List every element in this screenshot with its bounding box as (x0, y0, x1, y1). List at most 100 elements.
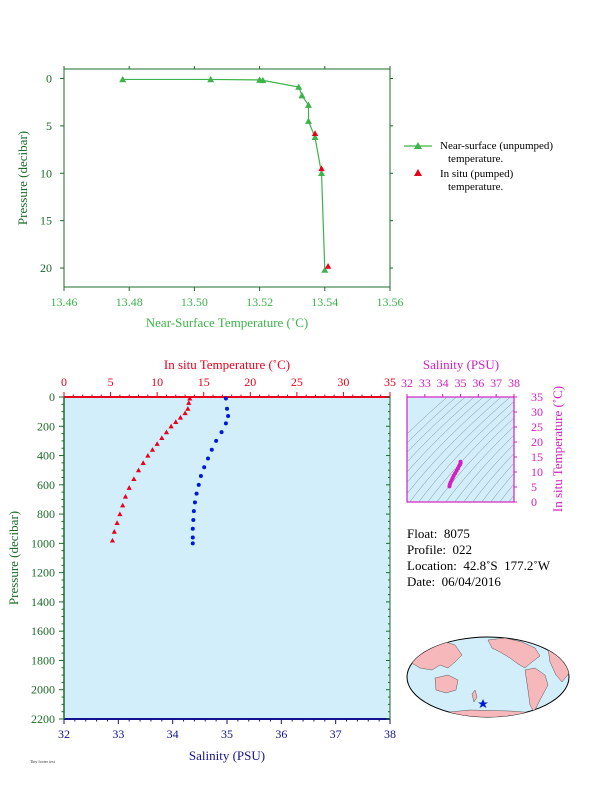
profile-date: Date: 06/04/2016 (407, 574, 501, 589)
map-land-north-america (487, 637, 541, 669)
profile-salinity-axis-label: Salinity (PSU) (189, 748, 265, 763)
pressure-tick-label: 0 (49, 390, 55, 404)
pumped-temperature-point (318, 165, 325, 172)
density-contour (427, 409, 514, 502)
salinity-tick-label: 32 (58, 727, 70, 741)
top-y-tick-label: 10 (40, 166, 52, 180)
top-x-tick-label: 13.52 (246, 295, 273, 309)
pressure-tick-label: 200 (37, 419, 55, 433)
temp-tick-label: 15 (198, 375, 210, 389)
location-map (406, 636, 570, 718)
ts-salinity-tick-label: 34 (437, 376, 449, 390)
salinity-point (205, 456, 210, 461)
pressure-tick-label: 2200 (31, 712, 55, 726)
salinity-point (192, 500, 197, 505)
ts-temperature-tick-label: 0 (531, 495, 537, 509)
salinity-point (190, 535, 195, 540)
salinity-point (196, 482, 201, 487)
salinity-tick-label: 37 (330, 727, 342, 741)
temperature-point (120, 502, 126, 508)
ts-salinity-tick-label: 32 (401, 376, 413, 390)
salinity-point (202, 465, 207, 470)
profile-chart: 0 5 10 15 20 25 30 35 32 33 34 35 36 37 38 0 200 400 600… (6, 357, 396, 763)
legend-pumped-marker (414, 169, 422, 176)
density-contour (407, 397, 448, 435)
density-contour (407, 397, 475, 463)
temperature-point (182, 410, 188, 416)
temperature-point (126, 485, 132, 490)
ts-temperature-axis-label: In situ Temperature (˚C) (550, 386, 565, 512)
density-contour (472, 453, 514, 502)
profile-series-layer (109, 395, 231, 546)
unpumped-temperature-point (207, 75, 215, 83)
salinity-point (219, 430, 224, 435)
top-x-tick-label: 13.48 (116, 295, 143, 309)
top-y-axis-label: Pressure (decibar) (15, 131, 30, 225)
temperature-point (131, 476, 137, 482)
temperature-point (149, 447, 156, 452)
ts-salinity-tick-label: 37 (490, 376, 502, 390)
pressure-tick-label: 1600 (31, 624, 55, 638)
temperature-point (114, 520, 120, 525)
pressure-tick-label: 1400 (31, 595, 55, 609)
temperature-point (122, 493, 129, 499)
salinity-point (223, 421, 228, 426)
top-y-tick-label: 20 (40, 261, 52, 275)
temp-tick-label: 30 (337, 375, 349, 389)
top-x-axis-label: Near-Surface Temperature (˚C) (146, 315, 308, 330)
top-y-tick-label: 15 (40, 214, 52, 228)
ts-temperature-tick-label: 5 (531, 480, 537, 494)
density-contour (454, 434, 514, 502)
salinity-point (198, 474, 203, 479)
ts-salinity-tick-label: 33 (419, 376, 431, 390)
near-surface-temperature-chart: 13.46 13.48 13.50 13.52 13.54 13.56 05101520 … (15, 66, 556, 330)
salinity-point (225, 406, 229, 411)
map-land-australia (434, 674, 459, 694)
top-x-tick-label: 13.50 (181, 295, 208, 309)
unpumped-temperature-point (119, 75, 127, 83)
profile-temperature-axis: 0 5 10 15 20 25 30 35 (61, 375, 396, 397)
temp-tick-label: 35 (384, 375, 396, 389)
temperature-point (145, 452, 151, 458)
temperature-point (154, 441, 160, 446)
unpumped-temperature-point (318, 169, 326, 177)
ts-series-layer (447, 459, 463, 489)
ts-salinity-tick-label: 36 (472, 376, 484, 390)
temperature-point (186, 400, 192, 405)
ts-temperature-tick-label: 25 (531, 420, 543, 434)
temperature-point (159, 435, 165, 441)
salinity-point (214, 438, 219, 443)
pressure-tick-label: 400 (37, 449, 55, 463)
ts-temperature-tick-label: 30 (531, 405, 543, 419)
density-contour (499, 483, 514, 502)
temperature-point (109, 537, 116, 543)
top-x-tick-label: 13.46 (51, 295, 78, 309)
unpumped-temperature-point (311, 133, 319, 141)
density-contour (407, 397, 493, 484)
temp-tick-label: 10 (151, 375, 163, 389)
legend-unpumped-label: Near-surface (unpumped) temperature. (440, 140, 556, 165)
float-id: Float: 8075 (407, 526, 470, 541)
ts-temperature-tick-label: 20 (531, 435, 543, 449)
temperature-point (117, 511, 123, 517)
unpumped-temperature-point (259, 76, 267, 84)
temperature-point (177, 414, 184, 420)
density-contour (532, 392, 612, 507)
top-y-tick-label: 5 (46, 119, 52, 133)
salinity-tick-label: 38 (384, 727, 396, 741)
footer-tiny-text: Tiny footer text (30, 759, 56, 764)
temperature-point (163, 429, 170, 435)
pumped-temperature-point (324, 262, 332, 269)
profile-chart-plot-area (64, 397, 390, 719)
unpumped-temperature-point (321, 266, 329, 273)
temperature-point (173, 419, 179, 424)
salinity-tick-label: 34 (167, 727, 179, 741)
ts-point (458, 459, 463, 464)
top-x-axis: 13.46 13.48 13.50 13.52 13.54 13.56 (51, 66, 404, 309)
salinity-point (191, 509, 196, 514)
ts-salinity-tick-label: 38 (508, 376, 520, 390)
density-contour (407, 397, 466, 453)
pressure-tick-label: 1800 (31, 653, 55, 667)
